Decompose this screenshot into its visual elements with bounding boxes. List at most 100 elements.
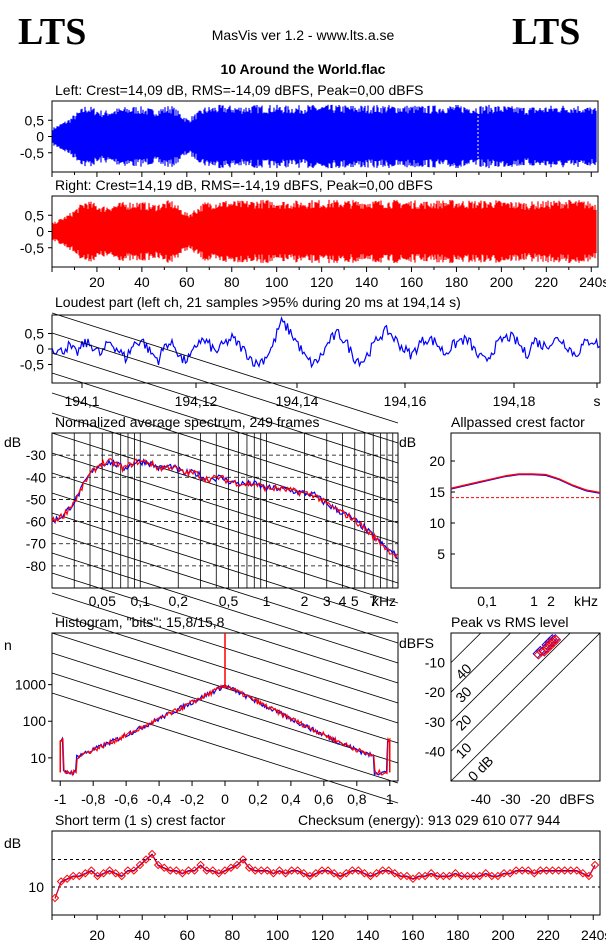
histogram-xtick-label: 0 bbox=[221, 791, 229, 807]
short-crest-point bbox=[226, 863, 236, 872]
short-crest-point bbox=[487, 871, 497, 881]
left-wave-ytick-label: -0,5 bbox=[20, 145, 44, 161]
right-wave-xtick-label: 140 bbox=[355, 274, 379, 290]
right-wave-xtick-label: 240s bbox=[579, 274, 606, 290]
right-wave-xtick-label: 40 bbox=[134, 274, 150, 290]
spectrum-ytick-label: -80 bbox=[26, 558, 46, 574]
short-crest-point bbox=[341, 869, 351, 878]
left-wave-ytick-label: 0 bbox=[36, 129, 44, 145]
peak-rms-diagonal-label: 20 bbox=[452, 711, 474, 733]
short-crest-point bbox=[299, 869, 309, 878]
short-crest-point bbox=[293, 866, 302, 875]
allpass-ylabel: dB bbox=[399, 434, 416, 450]
right-wave-ytick-label: 0,5 bbox=[25, 207, 45, 223]
short-crest-point bbox=[135, 860, 145, 870]
short-crest-point bbox=[475, 871, 484, 881]
peak-rms-xlabel: dBFS bbox=[559, 791, 594, 807]
short-crest-point bbox=[62, 874, 72, 883]
peak-rms-xtick-label: -30 bbox=[500, 791, 520, 807]
short-crest-ytick-label: 10 bbox=[28, 879, 44, 895]
peak-rms-diagonal bbox=[450, 632, 482, 663]
spectrum-xtick-label: 5 bbox=[351, 593, 359, 609]
short-crest-point bbox=[384, 866, 393, 875]
loudest-ytick-label: 0 bbox=[36, 341, 44, 357]
spectrum-ytick-label: -30 bbox=[26, 447, 46, 463]
short-crest-point bbox=[524, 866, 533, 875]
peak-rms-grid bbox=[450, 632, 601, 782]
short-crest-point bbox=[123, 866, 133, 875]
short-crest-point bbox=[530, 869, 539, 878]
short-crest-point bbox=[348, 866, 357, 875]
spectrum-xtick-label: 0,1 bbox=[131, 593, 151, 609]
short-crest-point bbox=[469, 871, 478, 881]
short-crest-point bbox=[439, 871, 448, 881]
spectrum-diagonal bbox=[51, 692, 399, 804]
short-crest-xtick-label: 80 bbox=[225, 927, 241, 943]
spectrum-diagonal bbox=[51, 512, 399, 624]
short-crest-xtick-label: 20 bbox=[89, 927, 105, 943]
short-crest-point bbox=[402, 871, 412, 881]
spectrum-xunit: kHz bbox=[372, 593, 396, 609]
short-crest-point bbox=[220, 866, 230, 875]
short-crest-point bbox=[159, 863, 169, 872]
short-crest-point bbox=[305, 871, 315, 881]
histogram-right-curve bbox=[60, 683, 391, 777]
histogram-xtick-label: 1 bbox=[386, 791, 394, 807]
loudest-ytick-label: -0,5 bbox=[20, 357, 44, 373]
spectrum-diagonal bbox=[51, 412, 399, 524]
short-crest-xtick-label: 40 bbox=[134, 927, 150, 943]
peak-rms-diagonal-label: 0 dB bbox=[465, 753, 497, 785]
peak-rms-ylabel: dBFS bbox=[399, 635, 434, 651]
short-crest-point bbox=[238, 855, 248, 864]
allpass-frame bbox=[450, 432, 601, 589]
spectrum-label: Normalized average spectrum, 249 frames bbox=[55, 414, 320, 430]
allpass-xtick-label: 1 bbox=[530, 593, 538, 609]
spectrum-diagonal bbox=[51, 312, 399, 424]
peak-rms-xtick-label: -20 bbox=[530, 791, 550, 807]
loudest-xtick-label: 194,14 bbox=[276, 393, 319, 409]
short-crest-point bbox=[172, 866, 181, 875]
spectrum-diagonal bbox=[51, 372, 399, 484]
allpass-xtick-label: 0,1 bbox=[477, 593, 497, 609]
peak-rms-point bbox=[536, 646, 547, 657]
short-crest-point bbox=[153, 860, 163, 870]
short-crest-point bbox=[390, 869, 400, 878]
histogram-ytick-label: 1000 bbox=[15, 677, 46, 693]
short-crest-point bbox=[554, 866, 563, 875]
spectrum-ytick-label: -70 bbox=[26, 536, 46, 552]
short-crest-point bbox=[190, 866, 199, 875]
short-crest-xtick-label: 120 bbox=[311, 927, 335, 943]
peak-rms-diagonal-label: 30 bbox=[452, 683, 474, 705]
right-wave-xtick-label: 200 bbox=[490, 274, 514, 290]
peak-rms-point bbox=[542, 640, 553, 651]
short-crest-point bbox=[426, 869, 436, 878]
short-crest-point bbox=[517, 866, 527, 875]
short-crest-point bbox=[584, 871, 594, 881]
short-crest-point bbox=[75, 871, 84, 881]
loudest-label: Loudest part (left ch, 21 samples >95% d… bbox=[55, 294, 461, 310]
spectrum-xtick-label: 2 bbox=[301, 593, 309, 609]
histogram-ylabel: n bbox=[4, 637, 12, 653]
logo-right: LTS bbox=[512, 11, 581, 53]
right-wave-xtick-label: 100 bbox=[265, 274, 289, 290]
allpass-ytick-label: 10 bbox=[429, 515, 445, 531]
left-wave-label: Left: Crest=14,09 dB, RMS=-14,09 dBFS, P… bbox=[55, 82, 424, 98]
right-wave-xtick-label: 180 bbox=[445, 274, 469, 290]
short-crest-point bbox=[360, 869, 369, 878]
allpass-ytick-label: 20 bbox=[429, 453, 445, 469]
spectrum-xtick-label: 3 bbox=[323, 593, 331, 609]
short-crest-point bbox=[56, 877, 66, 886]
peak-rms-diagonal bbox=[450, 632, 511, 693]
histogram-xtick-label: 0,6 bbox=[314, 791, 334, 807]
spectrum-xtick-label: 4 bbox=[339, 593, 347, 609]
short-crest-point bbox=[354, 866, 363, 875]
spectrum-diagonal bbox=[51, 332, 399, 444]
short-crest-point bbox=[275, 866, 284, 875]
short-crest-point bbox=[548, 866, 557, 875]
short-crest-point bbox=[578, 869, 588, 878]
short-crest-point bbox=[117, 871, 126, 881]
short-crest-point bbox=[420, 871, 430, 881]
short-crest-point bbox=[414, 871, 424, 881]
short-crest-left-line bbox=[54, 853, 596, 899]
peak-rms-ytick-label: -30 bbox=[425, 714, 445, 730]
